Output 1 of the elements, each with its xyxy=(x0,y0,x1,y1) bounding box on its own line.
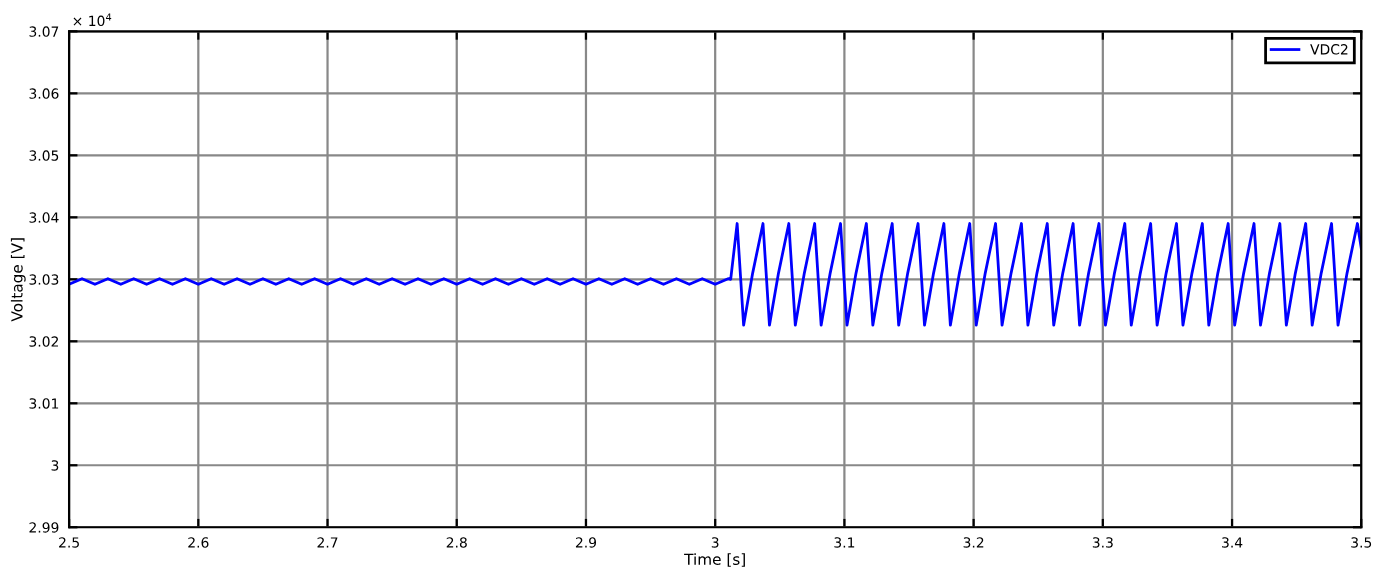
line-series xyxy=(69,222,1362,327)
